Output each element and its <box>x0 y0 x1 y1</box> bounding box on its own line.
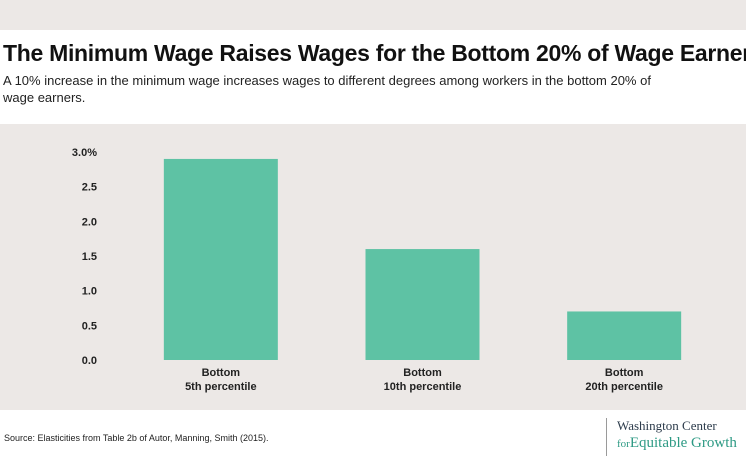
x-tick-label: Bottom <box>202 367 241 379</box>
bar-chart: 0.0 0.5 1.0 1.5 2.0 2.5 3.0% Bottom 5th percenti… <box>72 147 682 393</box>
x-tick-label: 10th percentile <box>384 381 462 393</box>
x-tick-label: Bottom <box>605 367 644 379</box>
chart-footer: Source: Elasticities from Table 2b of Au… <box>0 410 746 466</box>
chart-header: The Minimum Wage Raises Wages for the Bo… <box>0 30 746 124</box>
logo-line2: forEquitable Growth <box>617 434 737 453</box>
x-tick-label: Bottom <box>403 367 442 379</box>
y-tick-label: 0.0 <box>82 355 97 367</box>
y-tick-label: 1.0 <box>82 286 97 298</box>
y-tick-label: 1.5 <box>82 251 97 263</box>
washington-center-logo: Washington Center forEquitable Growth <box>606 418 737 456</box>
logo-line2-text: Equitable Growth <box>629 435 737 451</box>
logo-mark: for <box>617 438 630 450</box>
x-tick-label: 5th percentile <box>185 381 257 393</box>
y-tick-label: 2.5 <box>82 182 97 194</box>
y-tick-label: 2.0 <box>82 216 97 228</box>
x-tick-label: 20th percentile <box>585 381 663 393</box>
logo-line1: Washington Center <box>617 418 717 433</box>
bar <box>567 311 682 360</box>
top-band <box>0 0 746 30</box>
chart-subtitle: A 10% increase in the minimum wage incre… <box>3 73 651 105</box>
y-tick-label: 3.0% <box>72 147 97 159</box>
chart-title: The Minimum Wage Raises Wages for the Bo… <box>3 40 746 66</box>
bar <box>163 158 278 360</box>
bar <box>365 249 480 360</box>
y-tick-label: 0.5 <box>82 320 97 332</box>
source-note: Source: Elasticities from Table 2b of Au… <box>4 433 269 443</box>
